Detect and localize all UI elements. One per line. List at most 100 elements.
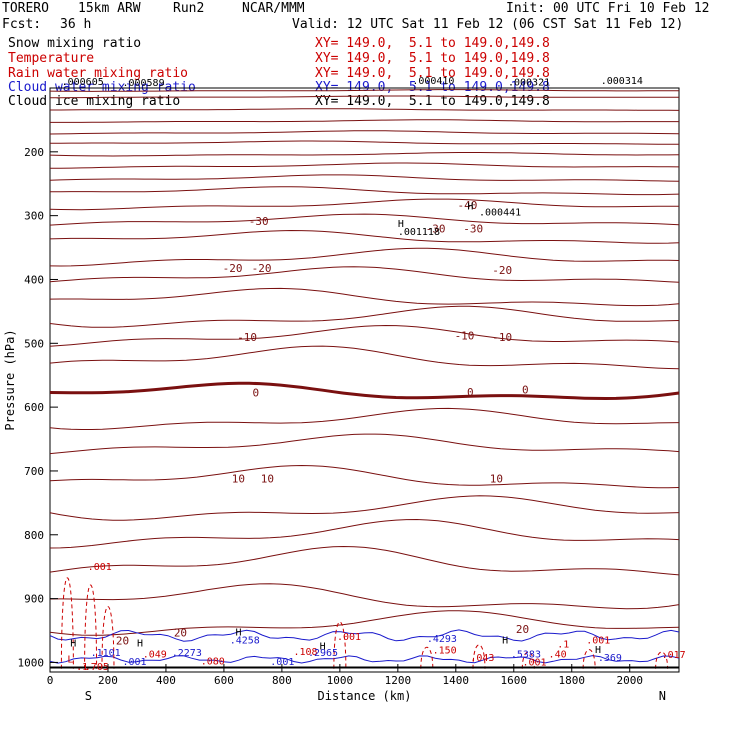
temperature-contour	[49, 130, 680, 135]
y-tick-label: 400	[24, 273, 44, 286]
temperature-label: 10	[261, 473, 274, 486]
header-resolution: 15km ARW	[78, 1, 141, 16]
x-tick-label: 1400	[443, 674, 470, 687]
cloud-water-label: .001	[122, 657, 146, 668]
legend-cloudice-xy: XY= 149.0, 5.1 to 149.0,149.8	[315, 94, 550, 109]
temperature-label: -10	[455, 330, 475, 343]
cloud-water-label: .4293	[427, 634, 457, 645]
rain-label: .001	[522, 658, 546, 669]
rain-water-contour	[472, 644, 486, 669]
end-label-left: S	[85, 689, 92, 703]
extremum-marker: H	[137, 638, 143, 649]
temperature-label: -20	[492, 264, 512, 277]
rain-label: .001	[88, 562, 112, 573]
temperature-contour	[50, 119, 679, 123]
legend-rain-name: Rain water mixing ratio	[8, 66, 189, 81]
temperature-contour	[49, 152, 680, 157]
cloud-water-label: .5383	[511, 649, 541, 660]
temperature-contour	[49, 305, 680, 328]
temperature-contour	[50, 108, 680, 111]
temperature-label: -20	[252, 262, 272, 275]
temperature-label: 20	[516, 623, 529, 636]
temperature-contour	[49, 381, 680, 401]
y-tick-label: 300	[24, 210, 44, 223]
temperature-contour	[49, 583, 680, 610]
x-tick-label: 1000	[327, 674, 354, 687]
plot-frame	[49, 87, 680, 673]
rain-label: .017	[662, 650, 686, 661]
temperature-label: -30	[463, 222, 483, 235]
cloud-water-label: .1101	[91, 648, 121, 659]
cloud-water-contour	[49, 629, 680, 642]
temperature-label: 10	[490, 473, 503, 486]
temperature-contour	[49, 140, 679, 145]
header-init: Init: 00 UTC Fri 10 Feb 12	[506, 1, 710, 16]
rain-label: .001	[337, 632, 361, 643]
y-tick-label: 700	[24, 465, 44, 478]
legend-temperature-xy: XY= 149.0, 5.1 to 149.0,149.8	[315, 51, 550, 66]
snow-ice-label: .000441	[479, 208, 521, 219]
cloud-water-contour	[49, 655, 680, 664]
header-center: NCAR/MMM	[242, 1, 305, 16]
rain-label: .150	[433, 645, 457, 656]
temperature-contour	[49, 610, 680, 636]
temperature-contour	[49, 287, 680, 307]
temperature-contour	[49, 324, 680, 347]
x-tick-label: 1600	[501, 674, 528, 687]
temperature-contour	[49, 89, 679, 92]
temperature-contour	[49, 186, 680, 196]
header-fcst-value: 36 h	[60, 17, 92, 32]
misc-label: .705	[85, 662, 109, 673]
y-tick-label: 1000	[18, 656, 45, 669]
snow-ice-label: .000589	[122, 78, 164, 89]
temperature-label: 0	[522, 383, 529, 396]
header-valid: Valid: 12 UTC Sat 11 Feb 12 (06 CST Sat …	[292, 17, 684, 32]
legend-rain-xy: XY= 149.0, 5.1 to 149.0,149.8	[315, 66, 550, 81]
rain-water-contour	[60, 577, 74, 669]
temperature-contour	[49, 495, 680, 521]
snow-ice-label: .000321	[508, 77, 550, 88]
rain-water-contour	[84, 584, 98, 669]
temperature-label: -10	[237, 331, 257, 344]
temperature-contour	[49, 229, 680, 244]
legend-cloudice-name: Cloud ice mixing ratio	[8, 94, 181, 109]
temperature-contour	[49, 266, 680, 283]
temperature-contour	[49, 433, 680, 455]
temperature-contour	[49, 518, 680, 549]
cloud-water-label: .369	[598, 653, 622, 664]
snow-ice-label: .000314	[601, 76, 643, 87]
cloud-water-label: .2965	[308, 648, 338, 659]
snow-ice-label: .000605	[62, 77, 104, 88]
extremum-marker: H	[467, 201, 473, 212]
snow-ice-label: .000410	[412, 76, 454, 87]
rain-label: .080	[201, 656, 225, 667]
y-tick-label: 900	[24, 593, 44, 606]
extremum-marker: H	[236, 628, 242, 639]
temperature-label: -10	[492, 331, 512, 344]
y-tick-label: 200	[24, 146, 44, 159]
temperature-contour	[49, 545, 680, 576]
extremum-marker: H	[320, 642, 326, 653]
x-tick-label: 200	[98, 674, 118, 687]
x-tick-label: 400	[156, 674, 176, 687]
x-tick-label: 1800	[559, 674, 586, 687]
extremum-marker: H	[595, 645, 601, 656]
rain-label: .043	[470, 653, 494, 664]
temperature-label: 20	[174, 626, 187, 639]
misc-label: .1	[76, 662, 88, 673]
rain-water-contour	[420, 647, 434, 669]
minimum-marker: L	[67, 654, 73, 665]
temperature-label: -30	[249, 215, 269, 228]
extremum-marker: H	[70, 638, 76, 649]
header-model: TORERO	[2, 1, 49, 16]
temperature-contour	[49, 247, 680, 267]
temperature-label: 20	[116, 635, 129, 648]
snow-ice-label: .001118	[398, 227, 440, 238]
temperature-label: 10	[232, 473, 245, 486]
header-run: Run2	[173, 1, 205, 16]
temperature-contour	[49, 407, 680, 430]
rain-water-contour	[101, 606, 115, 669]
x-axis-label: Distance (km)	[318, 689, 412, 703]
cloud-water-label: .001	[270, 657, 294, 668]
extremum-marker: H	[502, 635, 508, 646]
